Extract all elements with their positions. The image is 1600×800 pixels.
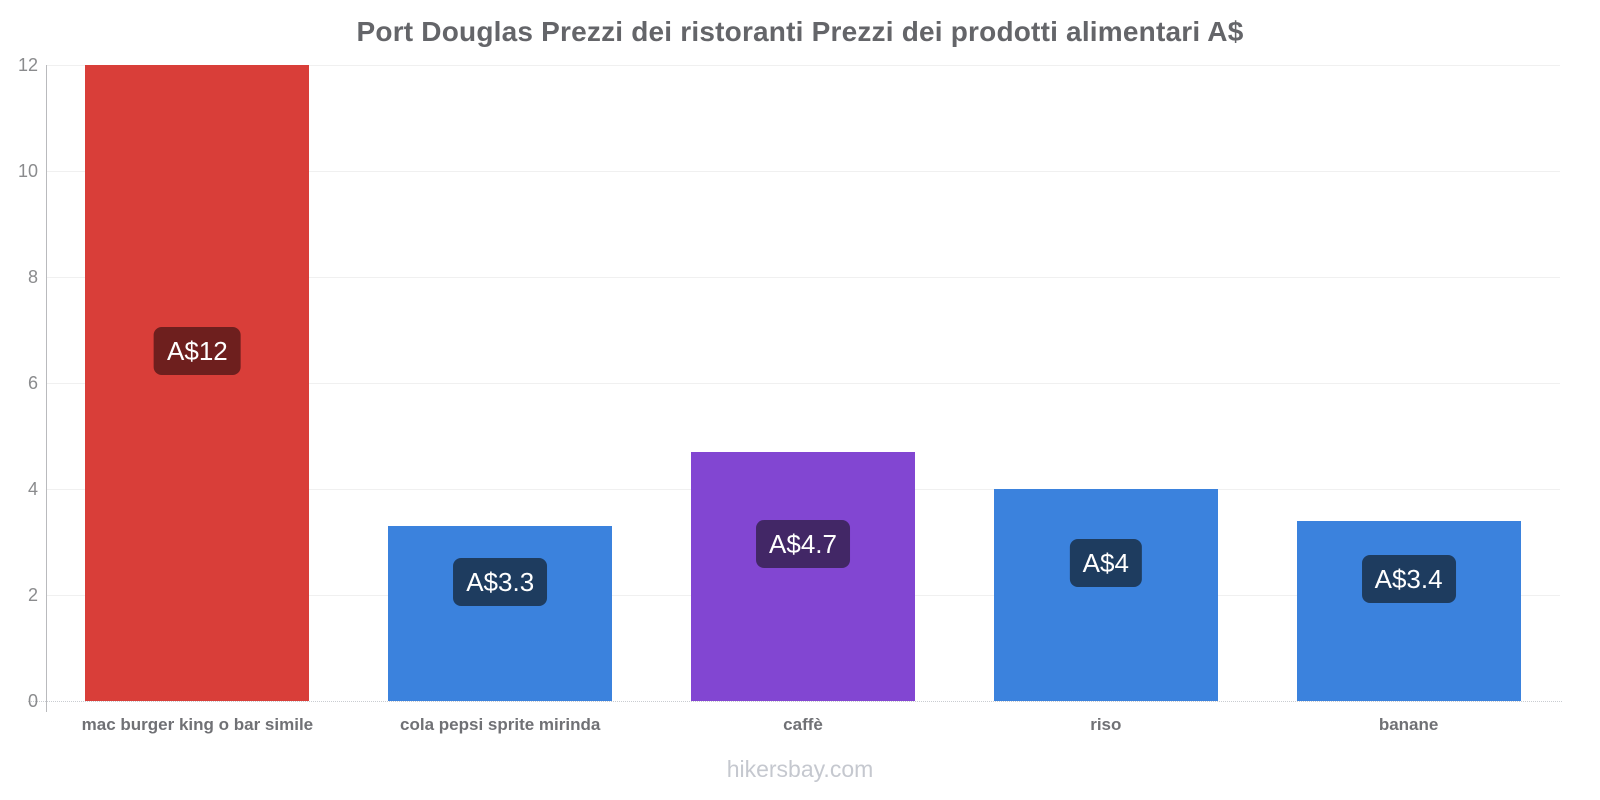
y-tick-label-6: 6 xyxy=(27,373,38,393)
gridline-y-6 xyxy=(46,383,1560,384)
y-tick-label-12: 12 xyxy=(17,55,38,75)
y-tick-label-2: 2 xyxy=(27,585,38,605)
x-tick-label-2: caffè xyxy=(783,715,823,734)
value-badge: A$4 xyxy=(1069,539,1142,587)
value-badge: A$3.3 xyxy=(453,557,548,606)
chart-title: Port Douglas Prezzi dei ristoranti Prezz… xyxy=(356,16,1244,47)
value-badge: A$12 xyxy=(154,327,241,375)
bar-cola-pepsi-sprite-mirinda[interactable]: A$3.3 xyxy=(388,526,613,701)
watermark-hikersbay: hikersbay.com xyxy=(726,756,874,782)
x-tick-label-1: cola pepsi sprite mirinda xyxy=(400,715,601,734)
gridline-y-12 xyxy=(46,65,1560,66)
value-badge: A$3.4 xyxy=(1361,554,1456,603)
y-tick-label-10: 10 xyxy=(17,161,38,181)
bar-caffè[interactable]: A$4.7 xyxy=(691,451,915,701)
x-axis-baseline xyxy=(28,701,1562,702)
bar-riso[interactable]: A$4 xyxy=(993,489,1218,701)
x-tick-label-0: mac burger king o bar simile xyxy=(81,715,314,734)
bar-mac-burger-king-o-bar-simile[interactable]: A$12 xyxy=(85,65,310,701)
bar-banane[interactable]: A$3.4 xyxy=(1296,520,1521,701)
y-tick-label-8: 8 xyxy=(27,267,38,287)
y-tick-label-0: 0 xyxy=(27,691,38,711)
x-tick-label-3: riso xyxy=(1090,715,1122,734)
gridline-y-10 xyxy=(46,171,1560,172)
plot-area: A$12 A$3.3 A$4.7 A$4 A$3.4 xyxy=(46,65,1560,701)
y-tick-label-4: 4 xyxy=(27,479,38,499)
gridline-y-8 xyxy=(46,277,1560,278)
value-badge: A$4.7 xyxy=(756,520,850,569)
y-axis-line xyxy=(46,65,47,712)
x-tick-label-4: banane xyxy=(1378,715,1439,734)
